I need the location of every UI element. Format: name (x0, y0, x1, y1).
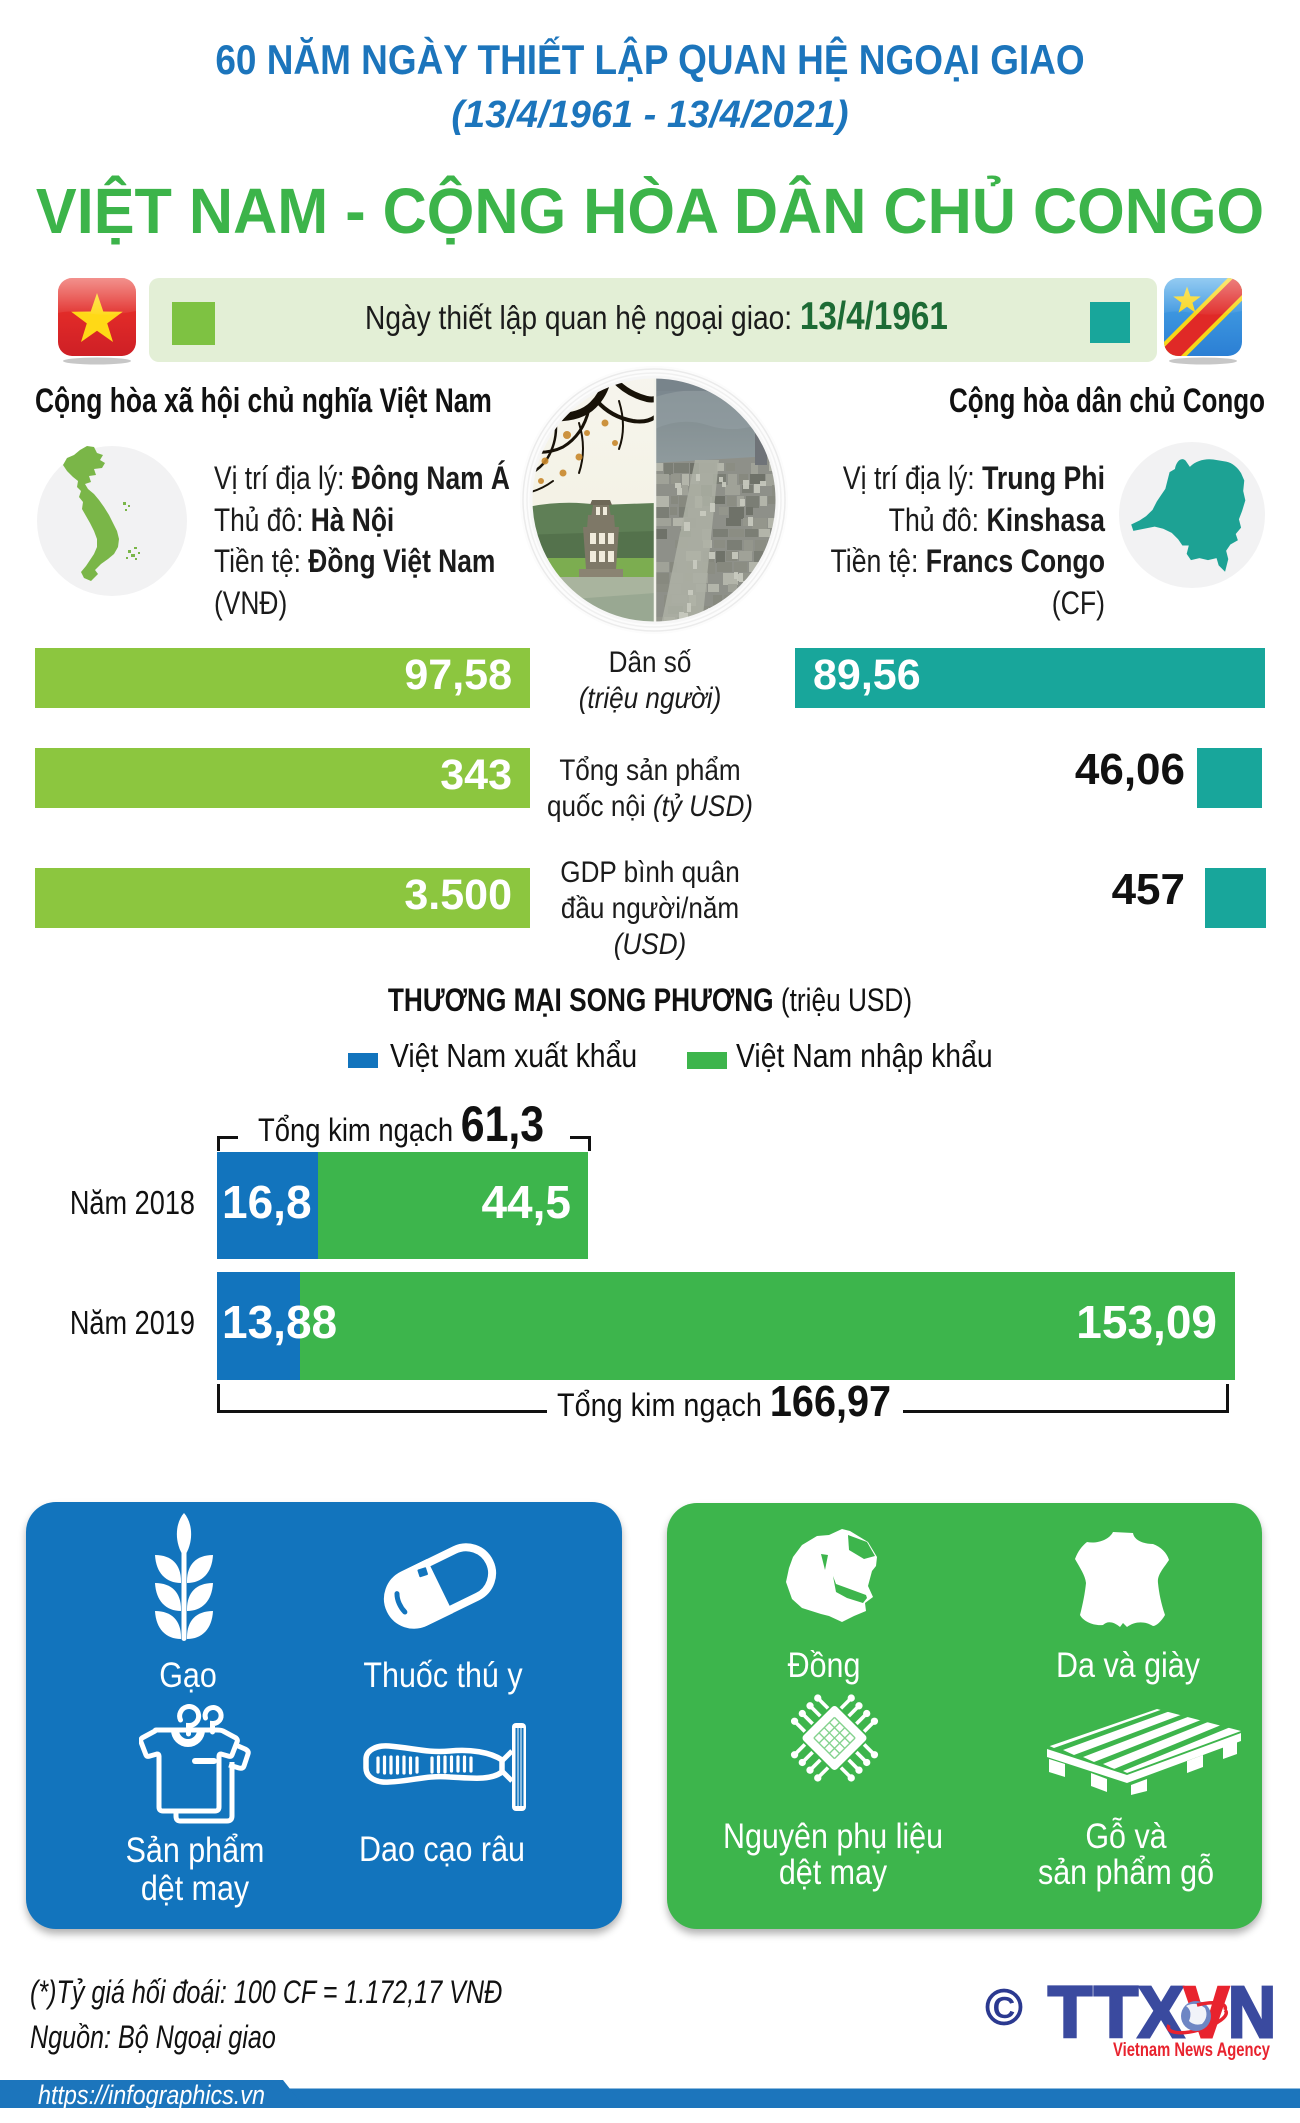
svg-text:X: X (1138, 1978, 1184, 2053)
svg-text:C: C (993, 1990, 1015, 2025)
svg-text:Vietnam News Agency: Vietnam News Agency (1113, 2040, 1270, 2061)
svg-text:T: T (1048, 1978, 1092, 2053)
svg-text:T: T (1094, 1978, 1138, 2053)
svg-text:N: N (1228, 1978, 1276, 2053)
